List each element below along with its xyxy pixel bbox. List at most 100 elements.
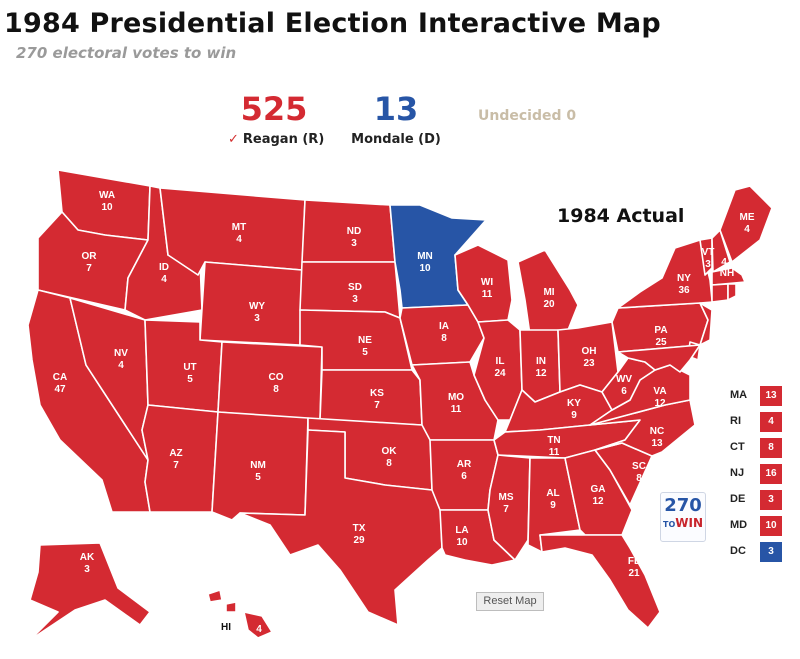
state-abbr-KY: KY xyxy=(567,398,581,409)
state-OH[interactable] xyxy=(557,321,619,393)
label-KY: KY9 xyxy=(567,398,581,421)
label-VT: VT3 xyxy=(702,247,715,270)
state-HI-1[interactable] xyxy=(207,589,223,603)
small-state-votes: 8 xyxy=(760,438,782,458)
small-state-DC[interactable]: DC 3 xyxy=(730,542,786,563)
reset-map-button[interactable]: Reset Map xyxy=(476,592,544,611)
state-votes-NC: 13 xyxy=(651,438,663,449)
small-state-abbr: CT xyxy=(730,441,745,453)
state-MD[interactable] xyxy=(617,344,701,373)
state-CT[interactable] xyxy=(711,283,729,303)
map-caption: 1984 Actual xyxy=(557,205,685,227)
label-OR: OR7 xyxy=(82,251,98,274)
small-state-abbr: DC xyxy=(730,545,746,557)
state-abbr-AR: AR xyxy=(457,459,472,470)
state-votes-TN: 11 xyxy=(549,447,560,458)
state-HI-2[interactable] xyxy=(225,601,237,613)
state-IL[interactable] xyxy=(473,319,523,421)
270towin-logo[interactable]: 270 TOWIN xyxy=(660,492,706,542)
state-abbr-OK: OK xyxy=(382,446,398,457)
state-abbr-MS: MS xyxy=(499,492,514,503)
label-AZ: AZ7 xyxy=(169,448,182,471)
small-state-MA[interactable]: MA 13 xyxy=(730,386,786,407)
state-abbr-MT: MT xyxy=(232,222,246,233)
label-NE: NE5 xyxy=(358,335,372,358)
state-votes-WI: 11 xyxy=(482,289,493,300)
state-abbr-WA: WA xyxy=(99,190,115,201)
state-votes-MT: 4 xyxy=(236,234,242,245)
label-KS: KS7 xyxy=(370,388,384,411)
label-AR: AR6 xyxy=(457,459,472,482)
label-AL: AL9 xyxy=(546,488,559,511)
reagan-name: Reagan (R) xyxy=(242,132,325,147)
state-votes-LA: 10 xyxy=(456,537,468,548)
state-abbr-WY: WY xyxy=(249,301,265,312)
state-MA[interactable] xyxy=(711,267,746,286)
small-state-votes: 3 xyxy=(760,542,782,562)
label-AK: AK3 xyxy=(80,552,95,575)
small-state-votes: 4 xyxy=(760,412,782,432)
small-state-NJ[interactable]: NJ 16 xyxy=(730,464,786,485)
state-MI[interactable] xyxy=(517,249,579,336)
state-ME[interactable] xyxy=(719,185,773,263)
state-abbr-MN: MN xyxy=(417,251,433,262)
state-votes-CO: 8 xyxy=(273,384,279,395)
state-votes-ID: 4 xyxy=(161,274,167,285)
state-RI[interactable] xyxy=(727,283,737,301)
state-votes-SD: 3 xyxy=(352,294,358,305)
state-abbr-ME: ME xyxy=(740,212,755,223)
small-state-votes: 3 xyxy=(760,490,782,510)
state-votes-VA: 12 xyxy=(654,398,666,409)
label-WY: WY3 xyxy=(249,301,265,324)
small-state-MD[interactable]: MD 10 xyxy=(730,516,786,537)
state-abbr-NH: NH xyxy=(720,268,734,279)
state-abbr-AK: AK xyxy=(80,552,95,563)
state-FL[interactable] xyxy=(539,534,661,629)
state-abbr-OR: OR xyxy=(82,251,98,262)
label-NH: 4NH xyxy=(720,257,734,279)
small-state-RI[interactable]: RI 4 xyxy=(730,412,786,433)
label-SC: SC8 xyxy=(632,461,646,484)
state-abbr-HI: HI xyxy=(221,622,231,633)
small-state-votes: 16 xyxy=(760,464,782,484)
state-abbr-GA: GA xyxy=(591,484,606,495)
state-votes-NH: 4 xyxy=(721,257,727,268)
state-abbr-VT: VT xyxy=(702,247,715,258)
mondale-score: 13 Mondale (D) xyxy=(346,92,446,147)
state-TX[interactable] xyxy=(239,429,443,626)
state-votes-TX: 29 xyxy=(353,535,365,546)
state-votes-NY: 36 xyxy=(678,285,690,296)
state-NJ[interactable] xyxy=(699,302,713,346)
state-abbr-WI: WI xyxy=(481,277,493,288)
winner-check-icon: ✓ xyxy=(228,132,239,147)
small-state-CT[interactable]: CT 8 xyxy=(730,438,786,459)
state-abbr-SD: SD xyxy=(348,282,362,293)
state-votes-WV: 6 xyxy=(621,386,627,397)
state-abbr-AL: AL xyxy=(546,488,559,499)
label-OK: OK8 xyxy=(382,446,398,469)
state-VT[interactable] xyxy=(699,237,713,276)
state-NH[interactable] xyxy=(711,229,731,273)
reagan-name-row: ✓ Reagan (R) xyxy=(228,132,324,147)
state-abbr-ND: ND xyxy=(347,226,361,237)
label-ND: ND3 xyxy=(347,226,361,249)
small-state-DE[interactable]: DE 3 xyxy=(730,490,786,511)
state-abbr-CA: CA xyxy=(53,372,67,383)
label-WV: WV6 xyxy=(616,374,632,397)
state-AK[interactable] xyxy=(29,542,151,641)
state-votes-AR: 6 xyxy=(461,471,467,482)
state-HI[interactable] xyxy=(243,611,273,639)
state-votes-MO: 11 xyxy=(451,404,462,415)
state-votes-AK: 3 xyxy=(84,564,90,575)
logo-number: 270 xyxy=(664,495,702,516)
state-votes-UT: 5 xyxy=(187,374,193,385)
state-votes-NE: 5 xyxy=(362,347,368,358)
state-abbr-IL: IL xyxy=(496,356,505,367)
state-abbr-NE: NE xyxy=(358,335,372,346)
